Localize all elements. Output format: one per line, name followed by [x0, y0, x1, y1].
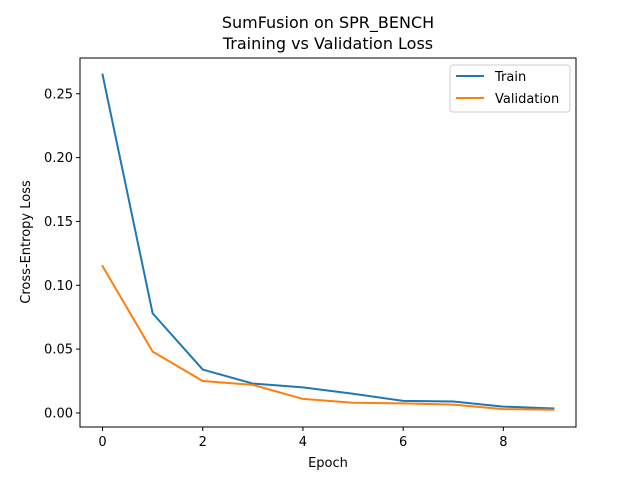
legend: Train Validation [449, 64, 571, 113]
x-tick-label: 8 [499, 435, 507, 450]
x-tick-label: 0 [98, 435, 106, 450]
series-line-validation [101, 264, 555, 411]
x-tick-label: 4 [299, 435, 307, 450]
y-tick-label: 0.10 [44, 279, 73, 294]
legend-label-validation: Validation [495, 92, 559, 107]
y-tick-label: 0.20 [44, 151, 73, 166]
x-axis-label: Epoch [308, 456, 348, 471]
lines-layer [101, 73, 555, 411]
x-tick-label: 2 [199, 435, 207, 450]
y-tick-label: 0.00 [44, 406, 73, 421]
y-tick-label: 0.25 [44, 87, 73, 102]
y-tick-label: 0.05 [44, 343, 73, 358]
chart-title-line2: Training vs Validation Loss [222, 34, 433, 53]
x-tick-label: 6 [399, 435, 407, 450]
ticks-layer: 0 2 4 6 8 0.00 0.05 0.10 0.15 0.20 0.25 [44, 87, 507, 450]
plot-frame [79, 57, 577, 428]
y-tick-label: 0.15 [44, 215, 73, 230]
series-line-train [101, 73, 555, 410]
legend-label-train: Train [494, 70, 526, 85]
chart-title-line1: SumFusion on SPR_BENCH [222, 13, 434, 33]
y-axis-label: Cross-Entropy Loss [19, 180, 34, 304]
